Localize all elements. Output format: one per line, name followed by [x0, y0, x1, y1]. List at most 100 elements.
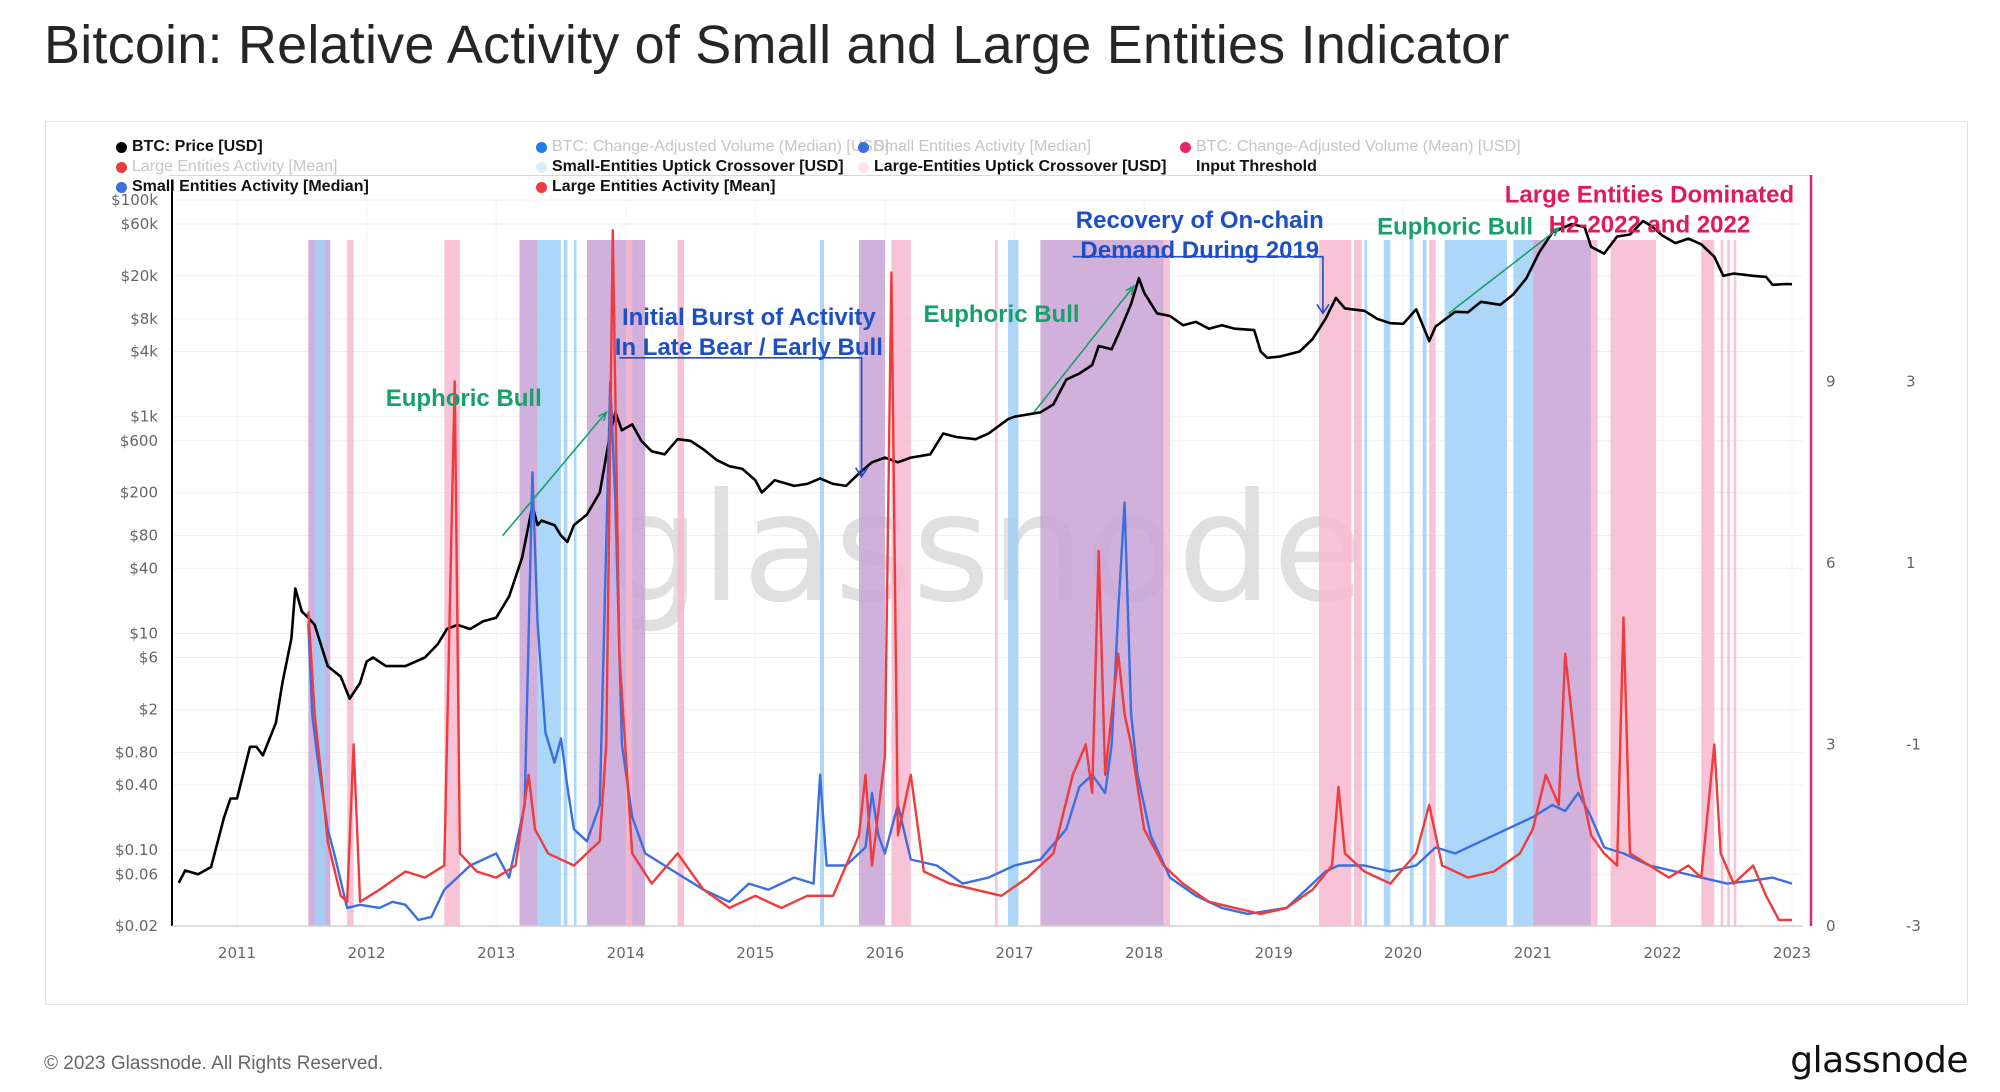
x-tick-label: 2011 — [218, 944, 256, 962]
legend-label: BTC: Change-Adjusted Volume (Median) [US… — [552, 138, 890, 155]
annotation-text: In Late Bear / Early Bull — [615, 334, 883, 361]
annotation-text: Euphoric Bull — [1377, 214, 1533, 241]
large-entities-line — [307, 229, 1792, 922]
small-crossover-band — [314, 240, 326, 926]
legend-item[interactable]: BTC: Change-Adjusted Volume (Median) [US… — [536, 138, 889, 156]
legend-marker-icon — [116, 141, 127, 153]
legend-label: Large Entities Activity [Mean] — [132, 158, 338, 175]
y-tick-label: $8k — [130, 310, 158, 328]
y-tick-label: $200 — [120, 484, 158, 502]
legend-label: Input Threshold — [1196, 158, 1317, 175]
annotation-text: H2-2022 and 2022 — [1549, 211, 1750, 238]
large-crossover-band — [1319, 240, 1352, 926]
y-tick-label: $10 — [129, 624, 158, 642]
arrowhead-icon — [1125, 284, 1135, 296]
annotation-text: Initial Burst of Activity — [622, 304, 876, 331]
legend-marker-icon — [116, 181, 127, 193]
legend-item[interactable]: Small Entities Activity [Median] — [116, 178, 369, 196]
annotation-bracket — [1072, 255, 1324, 314]
right-axis-tick: 0 — [1826, 917, 1836, 935]
right-axis2-tick: -1 — [1906, 736, 1921, 754]
large-crossover-band — [1591, 240, 1598, 926]
small-crossover-band — [1513, 240, 1533, 926]
y-tick-label: $0.02 — [115, 917, 158, 935]
annotations: Euphoric Bull Initial Burst of Activity In… — [386, 181, 1794, 537]
y-tick-label: $40 — [129, 559, 158, 577]
axes: $100k $60k $20k $8k $4k $1k $600 $200 $80 $40 $10 $… — [111, 175, 1921, 962]
glassnode-logo[interactable]: glassnode — [1790, 1040, 1968, 1081]
x-tick-label: 2022 — [1643, 944, 1681, 962]
x-tick-label: 2015 — [736, 944, 774, 962]
legend-item[interactable]: Large Entities Activity [Mean] — [536, 178, 775, 196]
arrowhead-icon — [1316, 303, 1330, 315]
series-lines — [177, 219, 1793, 922]
btc-price-line — [177, 219, 1793, 884]
annotation-arrow — [502, 411, 607, 537]
large-crossover-band — [1163, 240, 1170, 926]
right-axis-tick: 3 — [1826, 736, 1836, 754]
right-axis-tick: 9 — [1826, 373, 1836, 391]
large-crossover-band — [1701, 240, 1715, 926]
y-tick-label: $4k — [130, 343, 158, 361]
y-tick-label: $0.40 — [115, 776, 158, 794]
annotation-text: Euphoric Bull — [386, 385, 542, 412]
legend-label: Large Entities Activity [Mean] — [552, 178, 776, 195]
both-crossover-band — [519, 240, 538, 926]
small-crossover-band — [820, 240, 825, 926]
large-crossover-band — [347, 240, 354, 926]
legend-label: BTC: Price [USD] — [132, 138, 263, 155]
legend-marker-icon — [536, 141, 547, 153]
arrowhead-icon — [854, 467, 869, 479]
arrowhead-icon — [1549, 226, 1561, 237]
large-crossover-band — [1720, 240, 1724, 926]
legend-item[interactable]: Large Entities Activity [Mean] — [116, 158, 337, 176]
legend-label: Small Entities Activity [Median] — [132, 178, 369, 195]
right-axis2-tick: 1 — [1906, 554, 1916, 572]
legend-item[interactable]: Small-Entities Uptick Crossover [USD] — [536, 158, 844, 176]
annotation-text: Large Entities Dominated — [1505, 181, 1794, 208]
legend-item[interactable]: Small Entities Activity [Median] — [858, 138, 1091, 156]
x-tick-label: 2013 — [477, 944, 515, 962]
annotation-arrow — [1033, 285, 1135, 413]
annotation-text: Recovery of On-chain — [1076, 207, 1324, 234]
legend-item[interactable]: BTC: Price [USD] — [116, 138, 263, 156]
legend-marker-icon — [536, 181, 547, 193]
y-tick-label: $0.06 — [115, 865, 158, 883]
legend-item[interactable]: BTC: Change-Adjusted Volume (Mean) [USD] — [1180, 138, 1521, 156]
crossover-bands — [308, 240, 1737, 926]
legend-item[interactable]: Large-Entities Uptick Crossover [USD] — [858, 158, 1167, 176]
small-crossover-band — [1364, 240, 1367, 926]
chart-frame — [45, 121, 1968, 1005]
legend-marker-icon — [116, 161, 127, 173]
both-crossover-band — [1040, 240, 1164, 926]
large-crossover-band — [1733, 240, 1737, 926]
legend-marker-icon — [536, 161, 547, 173]
small-crossover-band — [563, 240, 568, 926]
large-crossover-band — [1727, 240, 1730, 926]
legend-marker-icon — [858, 161, 869, 173]
x-tick-label: 2016 — [866, 944, 904, 962]
x-tick-label: 2023 — [1773, 944, 1811, 962]
legend-marker-icon — [858, 141, 869, 153]
x-tick-label: 2017 — [995, 944, 1033, 962]
arrowhead-icon — [597, 410, 608, 422]
legend-label: Small Entities Activity [Median] — [874, 138, 1091, 155]
small-crossover-band — [1444, 240, 1507, 926]
legend-label: Small-Entities Uptick Crossover [USD] — [552, 158, 844, 175]
x-tick-label: 2019 — [1255, 944, 1293, 962]
right-axis-tick: 6 — [1826, 554, 1836, 572]
y-tick-label: $600 — [120, 432, 158, 450]
x-tick-label: 2020 — [1384, 944, 1422, 962]
large-crossover-band — [1429, 240, 1436, 926]
y-tick-label: $0.80 — [115, 743, 158, 761]
large-crossover-band — [1354, 240, 1362, 926]
page-title: Bitcoin: Relative Activity of Small and … — [44, 15, 1510, 75]
large-crossover-band — [677, 240, 685, 926]
legend-item[interactable]: Input Threshold — [1180, 158, 1317, 176]
right-axis2-tick: -3 — [1906, 917, 1921, 935]
legend-label: Large-Entities Uptick Crossover [USD] — [874, 158, 1167, 175]
y-tick-label: $1k — [130, 408, 158, 426]
y-tick-label: $80 — [129, 527, 158, 545]
annotation-text: Demand During 2019 — [1080, 237, 1319, 264]
